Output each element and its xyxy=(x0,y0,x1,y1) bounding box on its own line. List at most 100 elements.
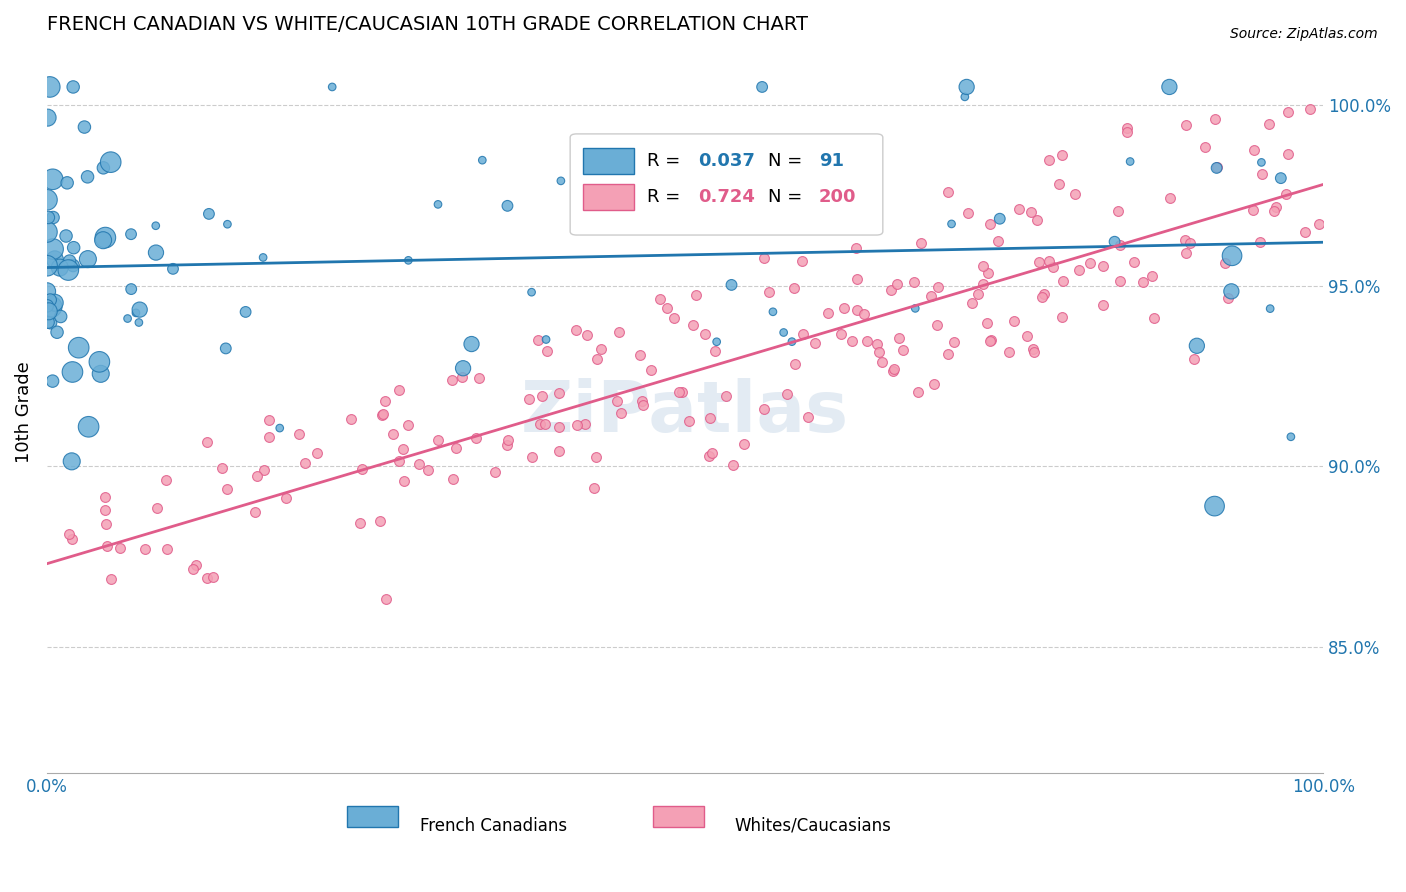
Text: 0.037: 0.037 xyxy=(697,152,755,169)
Point xyxy=(841,334,863,348)
Point xyxy=(1042,260,1064,275)
Point xyxy=(1250,155,1272,169)
Point xyxy=(1206,160,1229,174)
Point xyxy=(67,341,90,355)
Point xyxy=(920,289,942,303)
Point xyxy=(120,227,142,242)
Bar xyxy=(654,805,704,828)
Point xyxy=(882,364,904,378)
Point xyxy=(184,558,207,573)
Point xyxy=(1258,117,1281,131)
Text: N =: N = xyxy=(768,152,803,169)
Point xyxy=(202,569,225,583)
Point xyxy=(772,326,794,340)
Point xyxy=(350,462,373,476)
Point xyxy=(49,260,72,275)
Point xyxy=(269,421,291,435)
Point xyxy=(1019,205,1042,219)
Point xyxy=(1279,430,1302,444)
Point xyxy=(751,79,773,94)
Point xyxy=(925,318,948,333)
Point xyxy=(531,389,554,403)
Point xyxy=(77,252,100,266)
Point xyxy=(998,344,1021,359)
Point xyxy=(1032,287,1054,301)
Point xyxy=(1205,161,1227,175)
Point xyxy=(1028,255,1050,269)
Point xyxy=(962,296,984,310)
Bar xyxy=(347,805,398,828)
Point xyxy=(77,419,100,434)
Point xyxy=(668,385,690,400)
Point xyxy=(294,457,316,471)
Bar xyxy=(583,184,634,210)
Point xyxy=(1002,314,1025,328)
Point xyxy=(89,355,111,369)
Point xyxy=(117,311,139,326)
Point xyxy=(576,328,599,343)
Point xyxy=(1216,291,1239,305)
Point xyxy=(41,172,63,186)
Point xyxy=(1067,262,1090,277)
Point xyxy=(856,334,879,349)
Point xyxy=(100,572,122,586)
Point xyxy=(468,371,491,385)
Point xyxy=(966,286,988,301)
Point xyxy=(1194,140,1216,154)
Point xyxy=(451,361,474,376)
Point xyxy=(37,285,59,299)
Point xyxy=(496,199,519,213)
Point xyxy=(574,417,596,431)
Point xyxy=(1258,301,1281,316)
Text: R =: R = xyxy=(647,187,686,206)
Point xyxy=(146,500,169,515)
Point xyxy=(785,357,807,371)
Point xyxy=(1015,328,1038,343)
Point xyxy=(1159,79,1181,94)
Text: 0.724: 0.724 xyxy=(697,187,755,206)
Point xyxy=(880,283,903,297)
Point xyxy=(49,310,72,324)
Point xyxy=(246,468,269,483)
Point xyxy=(56,176,79,190)
Point xyxy=(762,305,785,319)
Point xyxy=(953,90,976,104)
Point xyxy=(1159,191,1181,205)
Point xyxy=(907,385,929,400)
Point xyxy=(408,457,430,471)
Text: French Canadians: French Canadians xyxy=(420,816,567,835)
Point xyxy=(671,384,693,399)
Point xyxy=(451,370,474,384)
Point xyxy=(752,401,775,416)
Point xyxy=(706,334,728,349)
Point xyxy=(1204,112,1226,126)
Point xyxy=(274,491,297,505)
Point xyxy=(110,541,132,556)
Point xyxy=(585,450,607,464)
Point xyxy=(733,436,755,450)
Point xyxy=(368,514,391,528)
Point xyxy=(979,217,1001,231)
Point xyxy=(155,542,177,557)
Point xyxy=(396,253,419,268)
Point xyxy=(1031,290,1053,304)
Point xyxy=(96,540,118,554)
Text: 200: 200 xyxy=(820,187,856,206)
Point xyxy=(392,442,415,456)
Point xyxy=(628,348,651,362)
Point xyxy=(972,277,994,292)
Point xyxy=(941,217,963,231)
Point xyxy=(100,155,122,169)
Point xyxy=(145,219,167,233)
Point xyxy=(60,454,83,468)
Point xyxy=(155,473,177,487)
Point xyxy=(93,161,115,175)
Point xyxy=(648,292,671,306)
Point xyxy=(943,335,966,350)
Point xyxy=(804,336,827,351)
Point xyxy=(582,481,605,495)
Point xyxy=(536,343,558,358)
Point xyxy=(288,427,311,442)
Point xyxy=(93,503,115,517)
Point xyxy=(550,174,572,188)
